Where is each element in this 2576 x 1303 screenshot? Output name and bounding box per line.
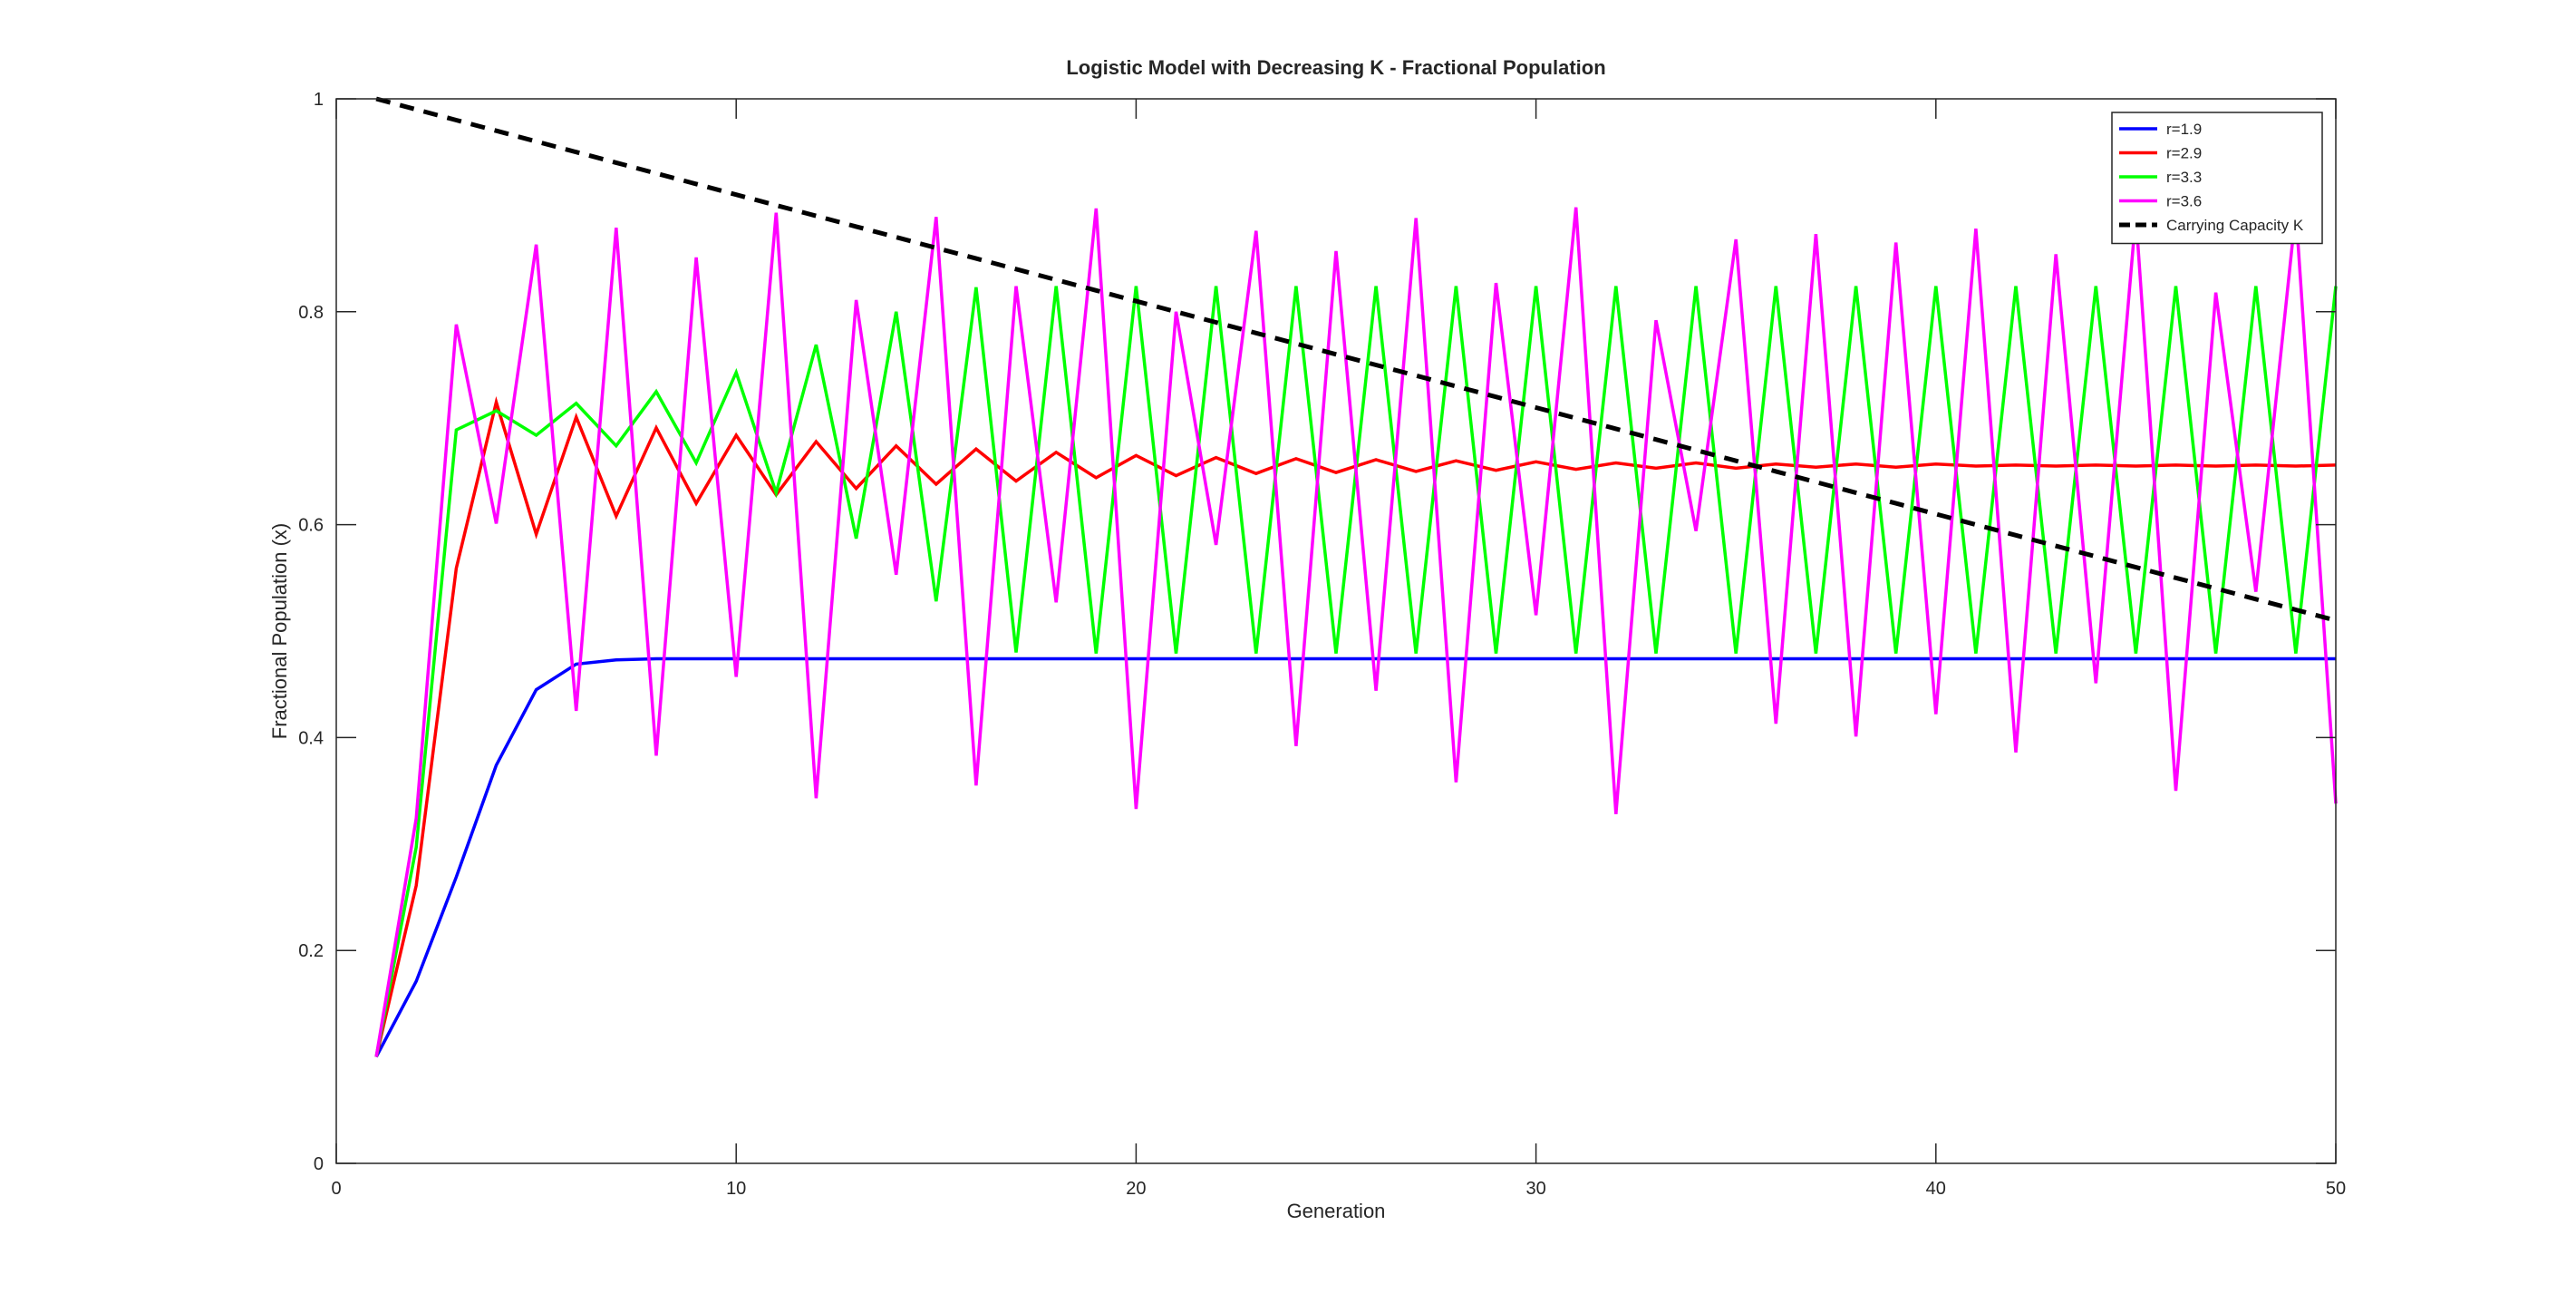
x-tick-label: 30	[1525, 1179, 1545, 1199]
y-tick-label: 0.2	[298, 941, 324, 961]
x-tick-label: 0	[331, 1179, 341, 1199]
y-axis: 0 0.2 0.4 0.6 0.8 1	[298, 90, 2336, 1174]
x-tick-label: 20	[1126, 1179, 1146, 1199]
legend-label: r=1.9	[2166, 121, 2202, 138]
series-layer	[374, 96, 2338, 1058]
legend-label: Carrying Capacity K	[2166, 217, 2304, 234]
legend-label: r=2.9	[2166, 145, 2202, 162]
y-tick-label: 1	[314, 90, 324, 110]
y-tick-label: 0.8	[298, 303, 324, 323]
plot-frame	[335, 98, 2337, 1164]
y-axis-label: Fractional Population (x)	[268, 523, 291, 739]
plot-area	[336, 99, 2336, 1163]
x-axis-label: Generation	[1287, 1200, 1386, 1222]
y-tick-label: 0.4	[298, 728, 324, 748]
series-line-3	[374, 207, 2338, 1057]
y-tick-label: 0	[314, 1154, 324, 1174]
chart-title: Logistic Model with Decreasing K - Fract…	[1066, 56, 1605, 79]
legend-label: r=3.3	[2166, 169, 2202, 186]
x-axis: 0 10 20 30 40 50	[331, 99, 2346, 1199]
y-tick-label: 0.6	[298, 516, 324, 536]
x-tick-label: 40	[1926, 1179, 1946, 1199]
x-tick-label: 10	[726, 1179, 746, 1199]
legend: r=1.9 r=2.9 r=3.3 r=3.6 Carrying Capacity K	[2111, 112, 2323, 245]
series-line-4	[375, 96, 2337, 623]
x-tick-label: 50	[2326, 1179, 2346, 1199]
legend-label: r=3.6	[2166, 193, 2202, 210]
